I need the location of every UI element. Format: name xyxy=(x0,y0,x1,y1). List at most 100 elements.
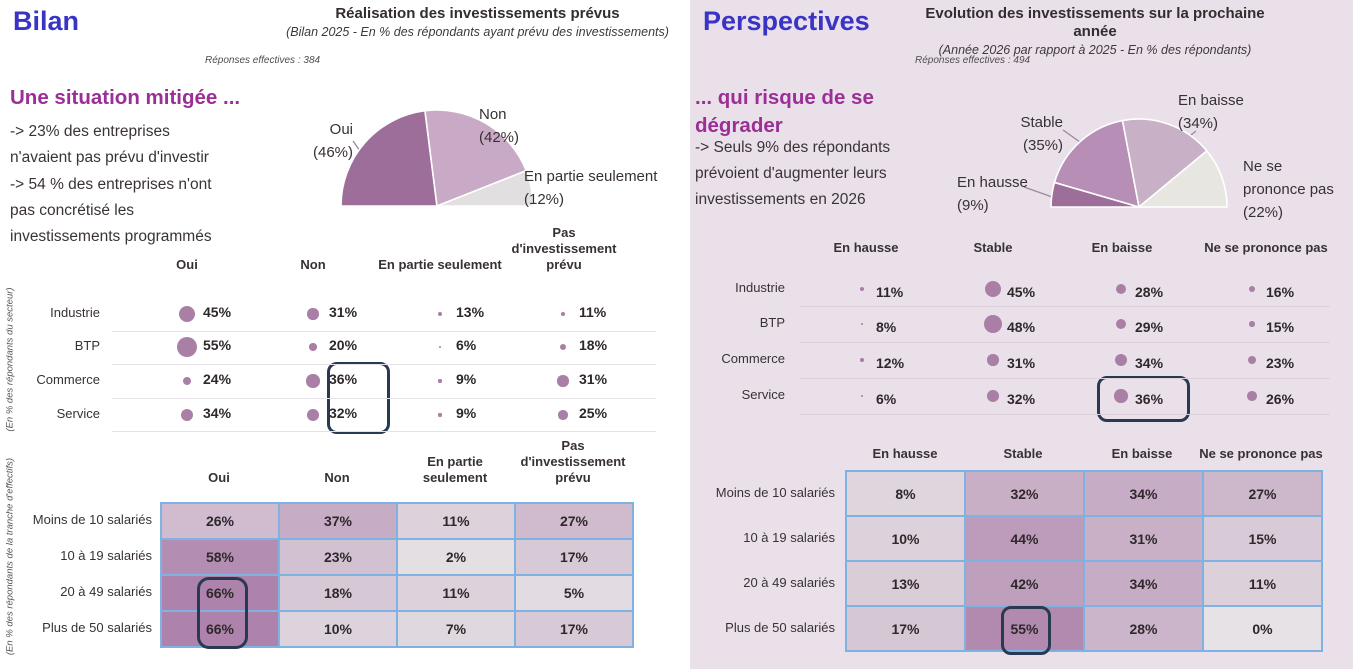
bubble-value: 6% xyxy=(876,391,897,407)
bubble-value: 11% xyxy=(579,304,607,320)
bubble-value: 6% xyxy=(456,337,477,353)
heatmap-cell: 17% xyxy=(515,611,633,647)
heatmap-cell: 13% xyxy=(846,561,965,606)
bubble-marker xyxy=(860,322,864,326)
row-separator xyxy=(800,342,1330,343)
bilan-panel-title: Bilan xyxy=(13,6,80,36)
bubble-marker xyxy=(1114,389,1128,403)
bubble-row-label: Commerce xyxy=(36,372,100,387)
bilan-chart-title: Réalisation des investissements prévus xyxy=(335,5,620,22)
table-column-header: En hausse xyxy=(872,446,938,461)
bubble-marker xyxy=(180,408,194,422)
bubble-marker xyxy=(176,336,198,358)
bilan-table-highlight-box xyxy=(197,577,248,649)
bubble-marker xyxy=(984,280,1002,298)
bubble-marker xyxy=(987,354,999,366)
bubble-value: 8% xyxy=(876,319,897,335)
bubble-row-label: Industrie xyxy=(735,280,785,295)
bubble-value: 32% xyxy=(329,405,358,421)
bubble-value: 36% xyxy=(329,371,358,387)
bubble-marker xyxy=(178,305,196,323)
pie-leader-line-en-hausse xyxy=(1023,186,1056,199)
heatmap-cell: 55% xyxy=(965,606,1084,651)
bubble-value: 31% xyxy=(1007,355,1036,371)
perspectives-effectifs-table: 8% 32% 34% 27% 10% 44% 31% 15% 13% 42% 34% 11% 17% 55… xyxy=(845,470,1323,652)
heatmap-cell: 58% xyxy=(161,539,279,575)
heatmap-cell: 23% xyxy=(279,539,397,575)
perspectives-chart-title: Evolution des investissements sur la pro… xyxy=(925,5,1265,40)
bubble-value: 18% xyxy=(579,337,608,353)
table-column-header: Stable xyxy=(1003,446,1043,461)
bubble-value: 36% xyxy=(1135,391,1164,407)
pie-slice-stable xyxy=(1053,119,1140,208)
bubble-marker xyxy=(859,286,865,292)
pie-label-en-partie: En partie seulement (12%) xyxy=(524,168,658,208)
bilan-bullet-2: -> 54 % des entreprises n'ont pas concré… xyxy=(10,176,212,245)
pie-label-non: Non (42%) xyxy=(479,106,520,146)
bubble-value: 55% xyxy=(203,337,232,353)
row-separator xyxy=(800,378,1330,379)
table-column-header: En partie seulement xyxy=(422,454,488,485)
pie-slice-ne-se-prononce-pas xyxy=(1138,150,1228,208)
heatmap-cell: 28% xyxy=(1084,606,1203,651)
bubble-value: 24% xyxy=(203,371,232,387)
bubble-value: 48% xyxy=(1007,319,1036,335)
bubble-value: 25% xyxy=(579,405,608,421)
heatmap-cell: 10% xyxy=(279,611,397,647)
heatmap-cell: 5% xyxy=(515,575,633,611)
table-column-header: Ne se prononce pas xyxy=(1199,446,1323,461)
pie-label-en-hausse: En hausse (9%) xyxy=(957,174,1028,214)
bubble-value: 9% xyxy=(456,405,477,421)
bubble-marker xyxy=(309,343,317,351)
bubble-column-header: Oui xyxy=(176,257,198,272)
bubble-marker xyxy=(307,308,319,320)
pie-label-oui: Oui (46%) xyxy=(312,121,353,161)
row-separator xyxy=(112,364,656,365)
table-row-label: 20 à 49 salariés xyxy=(60,584,152,599)
perspectives-responses-note: Réponses effectives : 494 xyxy=(915,55,1031,66)
bubble-value: 9% xyxy=(456,371,477,387)
table-row-label: 10 à 19 salariés xyxy=(743,530,835,545)
bubble-marker xyxy=(307,409,319,421)
bubble-value: 29% xyxy=(1135,319,1164,335)
bubble-marker xyxy=(559,343,567,351)
bilan-heading: Une situation mitigée ... xyxy=(10,86,241,109)
bubble-marker xyxy=(182,376,192,386)
pie-label-stable: Stable (35%) xyxy=(1020,114,1063,154)
bubble-column-header: En partie seulement xyxy=(378,257,502,272)
bubble-value: 15% xyxy=(1266,319,1295,335)
heatmap-cell: 11% xyxy=(397,575,515,611)
heatmap-cell: 27% xyxy=(1203,471,1322,516)
bubble-column-header: Ne se prononce pas xyxy=(1204,240,1328,255)
row-separator xyxy=(112,398,656,399)
bubble-marker xyxy=(1247,355,1257,365)
table-column-header: Pas d'investissement prévu xyxy=(520,438,626,485)
perspectives-chart-subtitle: (Année 2026 par rapport à 2025 - En % de… xyxy=(938,43,1252,57)
bubble-row-label: Industrie xyxy=(50,305,100,320)
table-row-label: Plus de 50 salariés xyxy=(42,620,152,635)
perspectives-heading: ... qui risque de se dégrader xyxy=(695,86,874,137)
bubble-column-header: Pas d'investissement prévu xyxy=(511,225,617,272)
heatmap-cell: 8% xyxy=(846,471,965,516)
bilan-semicircle-pie xyxy=(340,109,534,207)
bubble-value: 12% xyxy=(876,355,905,371)
row-separator xyxy=(800,306,1330,307)
heatmap-cell: 10% xyxy=(846,516,965,561)
bilan-effectifs-table: 26% 37% 11% 27% 58% 23% 2% 17% 66% 18% 11% 5% 66% 10%… xyxy=(160,502,634,648)
bubble-value: 20% xyxy=(329,337,358,353)
perspectives-panel-title: Perspectives xyxy=(703,6,870,36)
bubble-marker xyxy=(1247,391,1257,401)
bubble-marker xyxy=(306,374,320,388)
heatmap-cell: 34% xyxy=(1084,561,1203,606)
bilan-bullet-1: -> 23% des entreprises n'avaient pas pré… xyxy=(10,123,209,166)
bubble-row-label: BTP xyxy=(759,315,785,330)
heatmap-cell: 66% xyxy=(161,611,279,647)
bilan-responses-note: Réponses effectives : 384 xyxy=(205,55,321,66)
pie-slice-oui xyxy=(340,109,438,207)
row-separator xyxy=(112,431,656,432)
heatmap-cell: 0% xyxy=(1203,606,1322,651)
table-row-label: Moins de 10 salariés xyxy=(32,512,152,527)
heatmap-cell: 17% xyxy=(515,539,633,575)
bilan-chart-subtitle: (Bilan 2025 - En % des répondants ayant … xyxy=(286,25,669,39)
